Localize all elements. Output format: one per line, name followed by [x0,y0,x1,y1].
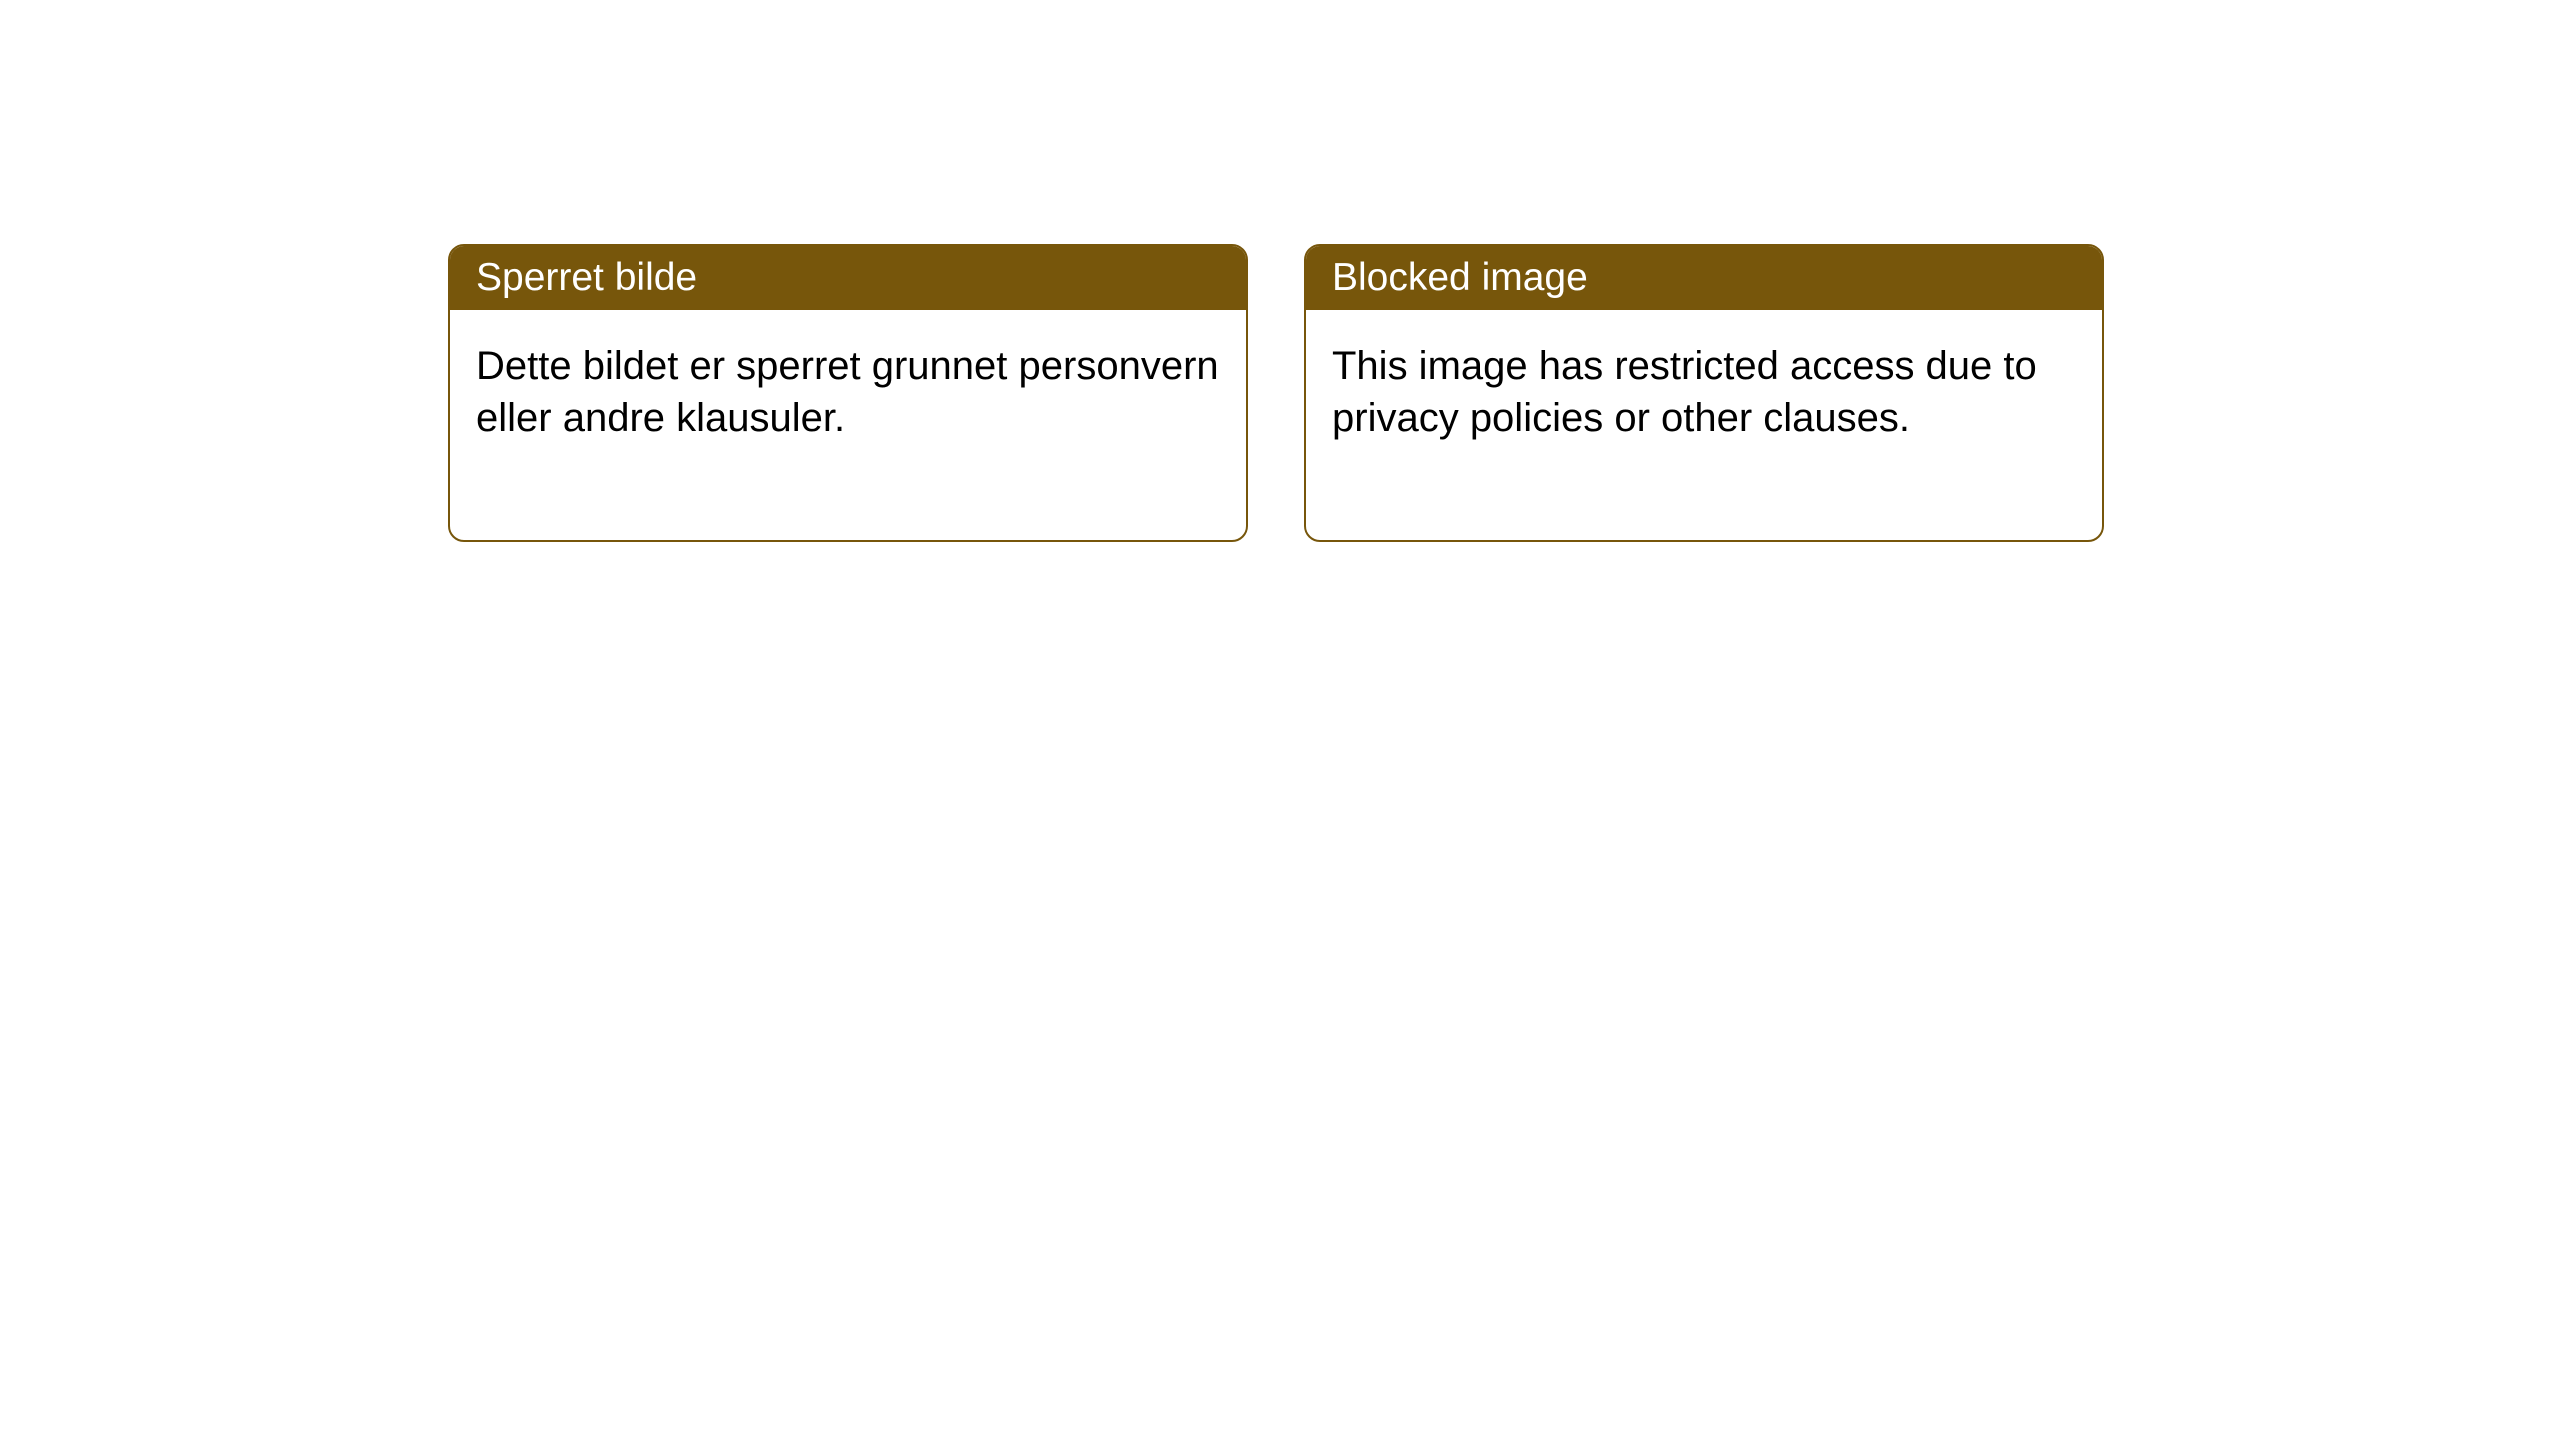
notice-card-norwegian: Sperret bilde Dette bildet er sperret gr… [448,244,1248,542]
notice-body: Dette bildet er sperret grunnet personve… [450,310,1246,540]
notice-card-english: Blocked image This image has restricted … [1304,244,2104,542]
notice-body: This image has restricted access due to … [1306,310,2102,540]
notice-header: Blocked image [1306,246,2102,310]
notice-container: Sperret bilde Dette bildet er sperret gr… [448,244,2104,542]
notice-header: Sperret bilde [450,246,1246,310]
